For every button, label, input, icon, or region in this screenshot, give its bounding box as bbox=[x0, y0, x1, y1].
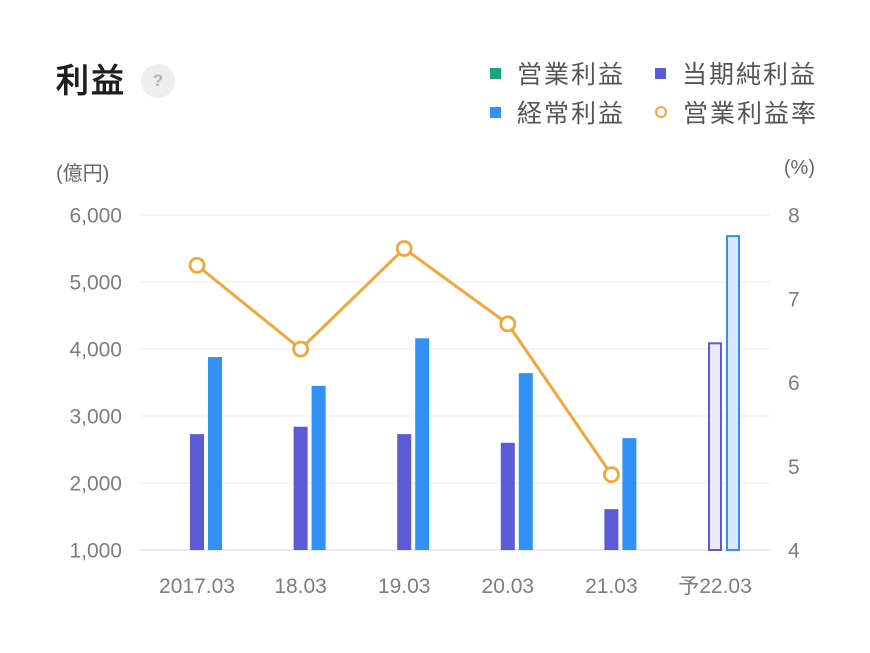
y-tick-label: 6,000 bbox=[69, 205, 122, 228]
point-operating-margin bbox=[395, 240, 413, 257]
point-operating-margin bbox=[292, 340, 310, 358]
bar-ordinary-profit bbox=[622, 438, 637, 550]
x-tick-label: 20.03 bbox=[482, 575, 535, 598]
section-title: 利益 bbox=[56, 62, 126, 99]
legend-square-icon bbox=[490, 67, 501, 79]
point-operating-margin bbox=[499, 315, 517, 333]
legend-label: 営業利益 bbox=[517, 61, 626, 89]
legend-label: 当期純利益 bbox=[682, 61, 818, 89]
y-tick-label: 3,000 bbox=[69, 406, 122, 429]
point-operating-margin bbox=[188, 256, 206, 274]
legend-item-operating-profit[interactable]: 営業利益 bbox=[490, 58, 655, 89]
bar-net-income bbox=[293, 426, 308, 550]
y2-tick-label: 6 bbox=[788, 372, 800, 395]
y2-tick-label: 5 bbox=[788, 456, 800, 479]
y2-tick-label: 8 bbox=[788, 205, 800, 228]
y-tick-label: 1,000 bbox=[69, 540, 122, 563]
y-tick-label: 2,000 bbox=[69, 473, 122, 496]
legend-item-operating-margin[interactable]: 営業利益率 bbox=[655, 97, 825, 128]
legend-label: 経常利益 bbox=[517, 100, 626, 128]
bar-net-income bbox=[604, 509, 619, 550]
x-tick-label: 2017.03 bbox=[159, 575, 235, 598]
bar-net-income bbox=[500, 442, 515, 550]
x-tick-label: 19.03 bbox=[378, 575, 431, 598]
y-tick-label: 5,000 bbox=[69, 272, 122, 295]
legend-square-icon bbox=[655, 67, 666, 79]
bar-net-income bbox=[190, 434, 204, 550]
bar-ordinary-profit bbox=[518, 373, 533, 550]
y2-tick-label: 7 bbox=[788, 288, 800, 311]
legend-circle-icon bbox=[655, 106, 667, 118]
x-tick-label: 21.03 bbox=[585, 575, 638, 598]
bar-ordinary-profit bbox=[311, 385, 326, 550]
bar-ordinary-profit bbox=[208, 357, 222, 550]
legend-square-icon bbox=[490, 106, 501, 118]
point-operating-margin bbox=[603, 466, 620, 484]
left-axis-unit: (億円) bbox=[56, 163, 110, 185]
bar-net-income-forecast bbox=[708, 342, 722, 551]
legend: 営業利益 当期純利益 経常利益 営業利益率 bbox=[490, 58, 825, 128]
right-axis-unit: (%) bbox=[783, 157, 815, 179]
legend-label: 営業利益率 bbox=[683, 100, 819, 128]
bar-net-income bbox=[397, 434, 412, 550]
bar-ordinary-profit-forecast bbox=[726, 235, 740, 551]
help-icon[interactable]: ? bbox=[141, 64, 175, 98]
y-tick-label: 4,000 bbox=[69, 339, 122, 362]
x-tick-label: 18.03 bbox=[274, 575, 327, 598]
legend-item-net-income[interactable]: 当期純利益 bbox=[655, 58, 825, 89]
legend-item-ordinary-profit[interactable]: 経常利益 bbox=[490, 97, 655, 128]
x-tick-label: 予22.03 bbox=[678, 575, 752, 598]
bar-ordinary-profit bbox=[415, 338, 430, 550]
y2-tick-label: 4 bbox=[788, 540, 800, 563]
